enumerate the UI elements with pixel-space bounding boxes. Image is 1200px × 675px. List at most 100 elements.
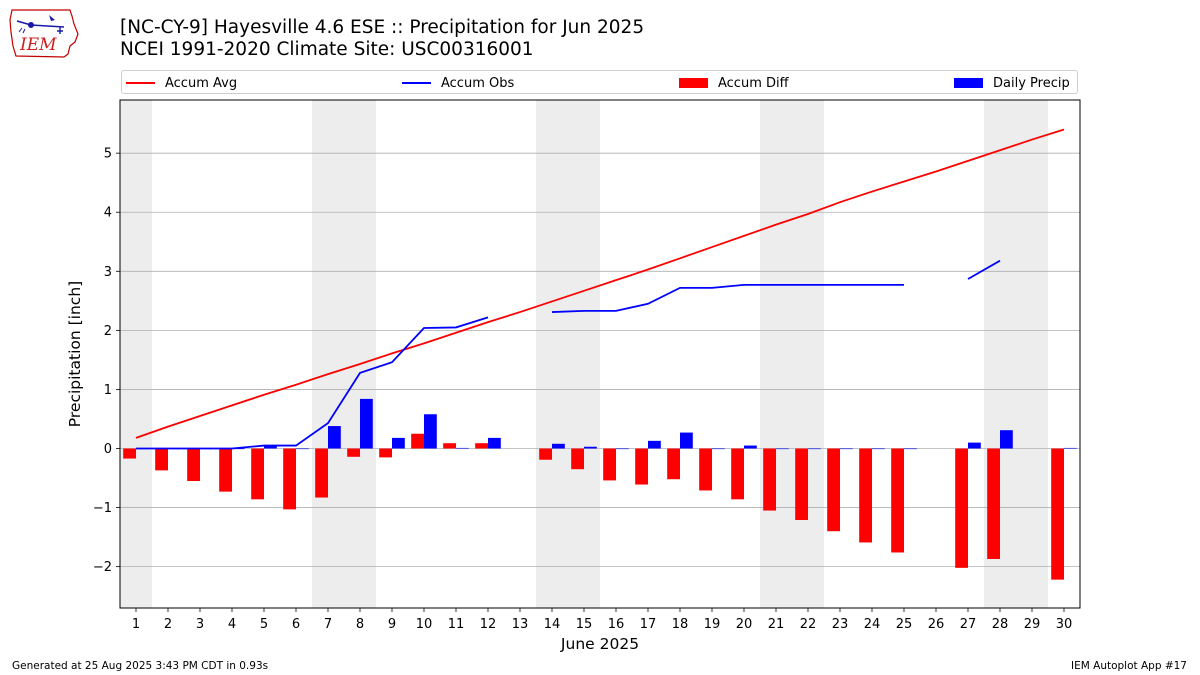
logo-text: IEM <box>19 35 57 55</box>
legend-swatch-accum-diff <box>679 78 708 88</box>
accum-diff-bar-day-3 <box>187 448 200 481</box>
x-tick-label: 10 <box>416 617 433 632</box>
legend-label-daily-precip: Daily Precip <box>993 75 1070 91</box>
daily-precip-bar-day-9 <box>392 437 405 449</box>
accum-diff-bar-day-17 <box>635 448 648 485</box>
x-tick-label: 1 <box>132 617 140 632</box>
accum-diff-bar-day-20 <box>731 448 744 500</box>
weekend-shade-day-22 <box>792 100 824 608</box>
accum-obs-line-segment-1 <box>551 283 904 313</box>
legend-item-accum-obs: Accum Obs <box>402 74 514 92</box>
y-tick-label: 5 <box>104 147 112 162</box>
legend-label-accum-avg: Accum Avg <box>165 75 238 91</box>
weekend-shade-day-29 <box>1016 100 1048 608</box>
legend-label-accum-diff: Accum Diff <box>718 75 789 91</box>
x-tick-label: 18 <box>672 617 689 632</box>
weekend-shade-day-15 <box>568 100 600 608</box>
y-axis-label: Precipitation [inch] <box>66 281 84 427</box>
accum-diff-bar-day-5 <box>251 448 264 500</box>
daily-precip-bar-day-24 <box>872 448 885 450</box>
x-tick-label: 9 <box>388 617 396 632</box>
y-tick-label: −1 <box>93 501 112 516</box>
accum-diff-bar-day-4 <box>219 448 232 492</box>
accum-diff-bar-day-25 <box>891 448 904 553</box>
accum-diff-bar-day-15 <box>571 448 584 470</box>
accum-diff-bar-day-28 <box>987 448 1000 559</box>
daily-precip-bar-day-12 <box>488 437 501 449</box>
accum-diff-bar-day-8 <box>347 448 360 457</box>
chart-legend: Accum Avg Accum Obs Accum Diff Daily Pre… <box>121 70 1078 94</box>
y-tick-label: 3 <box>104 265 112 280</box>
x-tick-label: 3 <box>196 617 204 632</box>
accum-diff-bar-day-23 <box>827 448 840 532</box>
accum-diff-bar-day-6 <box>283 448 296 510</box>
accum-diff-bar-day-2 <box>155 448 168 471</box>
y-tick-label: 4 <box>104 206 112 221</box>
daily-precip-bar-day-7 <box>328 426 341 449</box>
x-tick-label: 8 <box>356 617 364 632</box>
daily-precip-bar-day-27 <box>968 442 981 449</box>
x-tick-label: 21 <box>768 617 785 632</box>
daily-precip-bar-day-30 <box>1064 447 1077 449</box>
x-tick-label: 12 <box>480 617 497 632</box>
x-axis-label: June 2025 <box>560 635 639 653</box>
weekend-shade-day-21 <box>760 100 792 608</box>
x-tick-label: 30 <box>1056 617 1073 632</box>
x-tick-label: 29 <box>1024 617 1041 632</box>
daily-precip-bar-day-25 <box>904 448 917 450</box>
y-tick-label: 0 <box>104 442 112 457</box>
x-tick-label: 16 <box>608 617 625 632</box>
chart-subtitle: NCEI 1991-2020 Climate Site: USC00316001 <box>120 39 534 60</box>
daily-precip-bar-day-17 <box>648 440 661 449</box>
accum-diff-bar-day-11 <box>443 443 456 449</box>
accum-diff-bar-day-12 <box>475 443 488 449</box>
y-tick-label: 2 <box>104 324 112 339</box>
x-tick-label: 5 <box>260 617 268 632</box>
generated-timestamp: Generated at 25 Aug 2025 3:43 PM CDT in … <box>12 660 269 672</box>
accum-diff-bar-day-10 <box>411 433 424 449</box>
legend-swatch-accum-avg <box>126 82 155 84</box>
daily-precip-bar-day-22 <box>808 448 821 450</box>
daily-precip-bar-day-21 <box>776 448 789 450</box>
x-tick-label: 6 <box>292 617 300 632</box>
daily-precip-bar-day-6 <box>296 448 309 450</box>
x-tick-label: 22 <box>800 617 817 632</box>
x-tick-label: 11 <box>448 617 465 632</box>
accum-diff-bar-day-7 <box>315 448 328 498</box>
y-tick-label: −2 <box>93 560 112 575</box>
x-tick-label: 24 <box>864 617 881 632</box>
accum-diff-bar-day-18 <box>667 448 680 480</box>
daily-precip-bar-day-20 <box>744 445 757 449</box>
legend-item-daily-precip: Daily Precip <box>954 74 1070 92</box>
daily-precip-bar-day-14 <box>552 443 565 449</box>
accum-obs-line-segment-0 <box>136 316 489 450</box>
x-tick-label: 14 <box>544 617 561 632</box>
x-tick-label: 27 <box>960 617 977 632</box>
x-tick-label: 13 <box>512 617 529 632</box>
weekend-shade-day-14 <box>536 100 568 608</box>
x-tick-label: 23 <box>832 617 849 632</box>
daily-precip-bar-day-10 <box>424 414 437 449</box>
accum-diff-bar-day-19 <box>699 448 712 491</box>
legend-swatch-daily-precip <box>954 78 983 88</box>
accum-diff-bar-day-1 <box>123 448 136 459</box>
legend-item-accum-avg: Accum Avg <box>126 74 237 92</box>
daily-precip-bar-day-15 <box>584 446 597 449</box>
x-tick-label: 4 <box>228 617 236 632</box>
daily-precip-bar-day-5 <box>264 445 277 449</box>
x-tick-label: 15 <box>576 617 593 632</box>
iem-logo: IEM <box>9 9 79 58</box>
app-credit: IEM Autoplot App #17 <box>1071 660 1187 672</box>
daily-precip-bar-day-8 <box>360 398 373 449</box>
accum-diff-bar-day-14 <box>539 448 552 460</box>
chart-title: [NC-CY-9] Hayesville 4.6 ESE :: Precipit… <box>120 17 645 38</box>
x-tick-label: 28 <box>992 617 1009 632</box>
x-tick-label: 7 <box>324 617 332 632</box>
x-tick-label: 2 <box>164 617 172 632</box>
legend-item-accum-diff: Accum Diff <box>679 74 789 92</box>
x-tick-label: 20 <box>736 617 753 632</box>
accum-diff-bar-day-9 <box>379 448 392 458</box>
x-tick-label: 17 <box>640 617 657 632</box>
daily-precip-bar-day-11 <box>456 447 469 449</box>
